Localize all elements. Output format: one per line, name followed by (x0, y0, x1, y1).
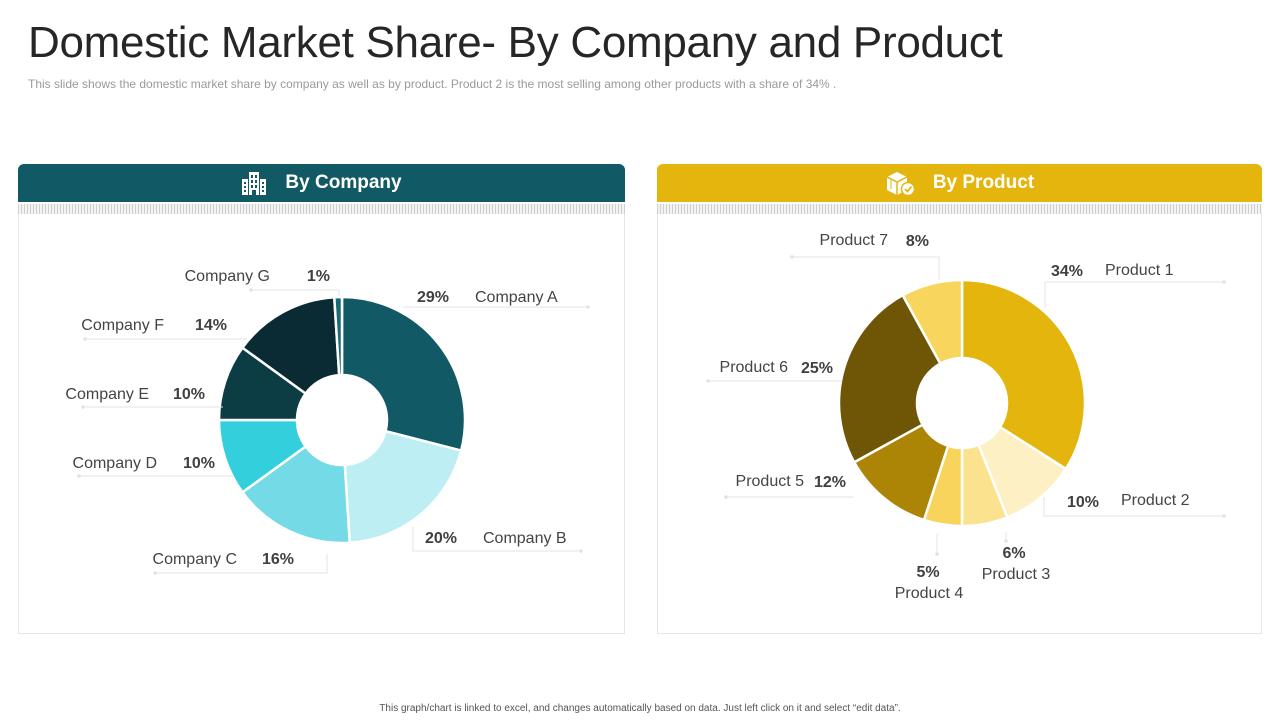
company-header-hatch (18, 204, 625, 214)
by-company-leader-company-g (251, 289, 340, 296)
by-product-leader-dot-product-2 (1222, 514, 1226, 518)
slide-subtitle: This slide shows the domestic market sha… (28, 77, 837, 91)
product-panel-title: By Product (932, 172, 1035, 193)
by-product-value-product-1: 34% (1051, 263, 1083, 280)
product-donut-chart: Product 1 34% Product 2 10% Product 3 6% Produ… (706, 232, 1226, 602)
by-company-label-company-f: Company F (81, 317, 164, 334)
by-product-leader-dot-product-7 (790, 255, 794, 259)
by-company-leader-dot-company-a (586, 305, 590, 309)
by-company-label-company-c: Company C (153, 551, 237, 568)
by-company-label-company-d: Company D (73, 455, 157, 472)
by-company-value-company-f: 14% (195, 317, 227, 334)
by-company-label-company-b: Company B (483, 530, 567, 547)
by-product-slice-product-6 (837, 293, 943, 464)
by-product-slice-product-1 (960, 278, 1087, 471)
by-product-leader-dot-product-3 (1004, 539, 1008, 543)
by-company-leader-dot-company-e (81, 405, 85, 409)
by-product-label-product-3: Product 3 (982, 566, 1051, 583)
by-product-label-product-4: Product 4 (895, 585, 964, 602)
by-company-leader-dot-company-g (249, 288, 253, 292)
by-company-leader-dot-company-d (77, 474, 81, 478)
by-company-label-company-g: Company G (185, 268, 270, 285)
by-product-value-product-7: 8% (906, 233, 929, 250)
company-donut-chart: Company A 29% Company B 20% Company C 16% Comp… (65, 268, 590, 575)
by-company-leader-company-c (155, 554, 328, 574)
product-panel: By Product Product 1 34% Product 2 10% Produ… (657, 164, 1262, 634)
by-company-value-company-e: 10% (173, 386, 205, 403)
by-product-value-product-3: 6% (1002, 545, 1025, 562)
company-panel-title: By Company (285, 172, 402, 193)
by-product-value-product-4: 5% (916, 564, 939, 581)
product-header-hatch (657, 204, 1262, 214)
product-boxes-icon (885, 169, 915, 197)
by-company-slice-company-b (343, 429, 463, 545)
by-product-label-product-1: Product 1 (1105, 262, 1174, 279)
by-product-leader-dot-product-1 (1222, 280, 1226, 284)
product-chart-area: Product 1 34% Product 2 10% Product 3 6% Produ… (657, 214, 1262, 634)
chart-footnote: This graph/chart is linked to excel, and… (379, 703, 901, 714)
by-company-slice-company-c (240, 444, 352, 545)
by-product-label-product-2: Product 2 (1121, 492, 1190, 509)
by-product-leader-product-2 (1043, 497, 1224, 517)
by-product-slice-product-7 (901, 278, 964, 366)
by-product-label-product-7: Product 7 (820, 232, 889, 249)
by-product-leader-product-1 (1044, 281, 1224, 308)
by-company-slice-company-a (340, 295, 467, 453)
by-company-value-company-a: 29% (417, 289, 449, 306)
by-company-label-company-e: Company E (65, 386, 149, 403)
by-company-value-company-d: 10% (183, 455, 215, 472)
by-company-value-company-c: 16% (262, 551, 294, 568)
company-panel: By Company Company A 29% Company B 20% Compa… (18, 164, 625, 634)
by-company-slice-company-g (332, 295, 344, 377)
by-company-leader-dot-company-f (83, 337, 87, 341)
by-product-label-product-5: Product 5 (736, 473, 805, 490)
by-company-value-company-g: 1% (307, 268, 330, 285)
by-product-leader-dot-product-4 (935, 552, 939, 556)
by-product-value-product-6: 25% (801, 360, 833, 377)
company-panel-header: By Company (18, 164, 625, 202)
by-product-value-product-2: 10% (1067, 494, 1099, 511)
building-icon (241, 170, 267, 196)
by-product-leader-product-7 (792, 256, 940, 280)
by-product-leader-dot-product-5 (724, 495, 728, 499)
company-chart-area: Company A 29% Company B 20% Company C 16% Comp… (18, 214, 625, 634)
by-product-leader-dot-product-6 (706, 379, 710, 383)
by-product-label-product-6: Product 6 (720, 359, 789, 376)
slide-title: Domestic Market Share- By Company and Pr… (28, 18, 1003, 67)
by-company-leader-dot-company-b (579, 549, 583, 553)
product-panel-header: By Product (657, 164, 1262, 202)
by-company-leader-company-b (412, 527, 581, 552)
by-company-value-company-b: 20% (425, 530, 457, 547)
by-company-label-company-a: Company A (475, 289, 558, 306)
by-company-leader-dot-company-c (153, 571, 157, 575)
by-product-value-product-5: 12% (814, 474, 846, 491)
